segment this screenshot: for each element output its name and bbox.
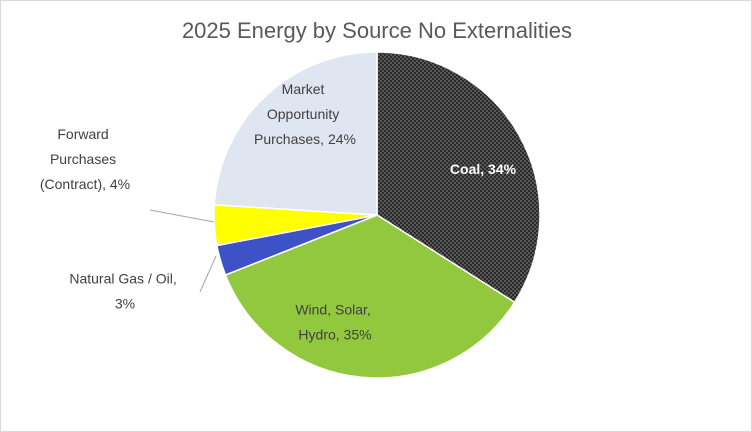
pie-slice — [224, 214, 516, 379]
label-line: Forward — [57, 126, 112, 142]
pie-slice — [376, 51, 541, 304]
label-line: Purchases — [50, 151, 120, 167]
label-line: Purchases, 24% — [254, 131, 356, 147]
label-line: Natural Gas / Oil, — [69, 270, 180, 286]
label-line: Hydro, 35% — [298, 326, 371, 342]
pie-slice — [213, 51, 378, 216]
label-line: Wind, Solar, — [295, 301, 374, 317]
data-label: Forward Purchases (Contract), 4% — [40, 126, 130, 192]
label-line: Market — [282, 81, 329, 97]
data-label: Natural Gas / Oil, 3% — [69, 270, 180, 311]
label-line: Opportunity — [267, 106, 343, 122]
data-label: Coal, 34% — [450, 161, 517, 177]
data-label: Market Opportunity Purchases, 24% — [254, 81, 356, 147]
label-line: 3% — [115, 295, 135, 311]
leader-line — [149, 209, 215, 223]
chart-title: 2025 Energy by Source No Externalities — [182, 18, 572, 43]
label-line: (Contract), 4% — [40, 176, 130, 192]
label-line: Coal, 34% — [450, 161, 517, 177]
data-label: Wind, Solar, Hydro, 35% — [295, 301, 374, 342]
leader-line — [199, 255, 217, 293]
